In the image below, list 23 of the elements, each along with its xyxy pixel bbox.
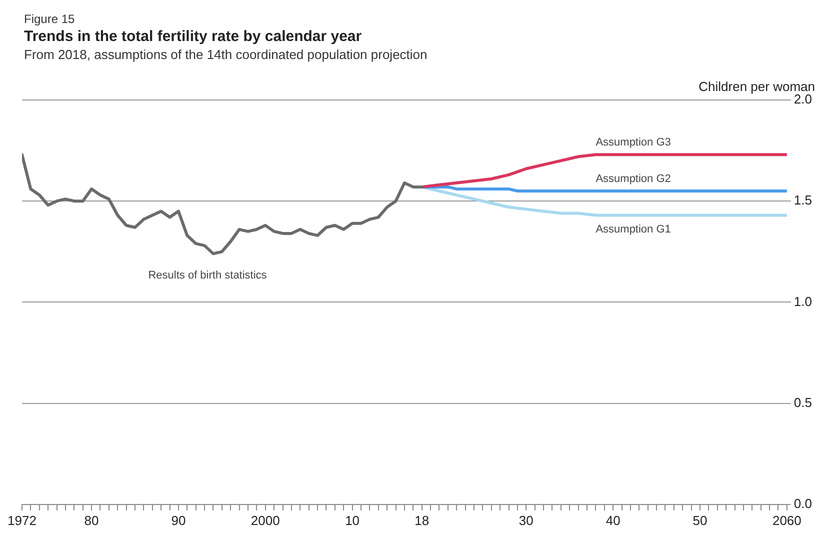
- x-tick-label: 2060: [772, 512, 802, 528]
- series-label: Assumption G1: [596, 223, 671, 236]
- y-tick-label: 2.0: [794, 92, 812, 107]
- x-tick-label: 30: [518, 512, 534, 528]
- y-tick-label: 1.5: [794, 192, 812, 208]
- x-tick-label: 80: [84, 512, 99, 528]
- text: Results of birth statistics: [148, 269, 268, 282]
- chart-subtitle: From 2018, assumptions of the 14th coordinated population projection: [24, 47, 428, 62]
- y-tick-label: 0.0: [794, 496, 812, 511]
- y-axis-title: Children per woman: [698, 79, 815, 94]
- chart-title: Trends in the total fertility rate by calendar year: [24, 28, 363, 45]
- x-tick-label: 18: [414, 512, 430, 528]
- x-tick-label: 90: [171, 512, 186, 528]
- x-tick-label: 40: [606, 512, 620, 528]
- y-tick-label: 1.0: [794, 294, 812, 309]
- x-tick-label: 10: [345, 512, 360, 528]
- x-tick-label: 1972: [8, 512, 36, 528]
- x-tick-label: 2000: [250, 512, 280, 528]
- x-tick-label: 50: [692, 512, 708, 528]
- y-tick-label: 0.5: [794, 394, 812, 410]
- caption: Figure 15: [24, 12, 76, 26]
- series-label: Assumption G3: [596, 136, 671, 149]
- series-label: Assumption G2: [596, 173, 671, 186]
